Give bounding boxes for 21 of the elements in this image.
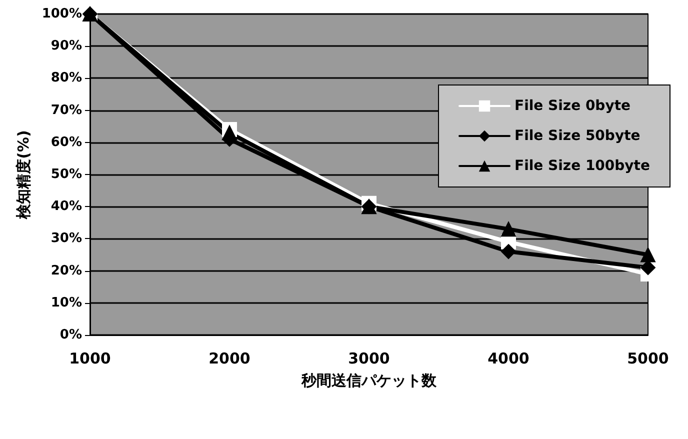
y-tick-label: 80% [50,70,82,86]
y-axis-title: 検知精度(%) [14,130,32,220]
y-tick-label: 60% [50,134,82,150]
y-tick-label: 10% [50,295,82,310]
y-tick-label: 0% [60,328,82,342]
y-tick-label: 70% [50,102,82,118]
y-tick-label: 50% [50,167,82,182]
x-tick-label: 5000 [627,350,669,368]
legend-label: File Size 100byte [514,158,650,174]
x-tick-label: 2000 [208,350,250,368]
x-tick-label: 1000 [69,350,111,368]
y-tick-label: 30% [50,231,82,246]
y-tick-label: 20% [50,263,82,278]
y-tick-label: 90% [50,38,82,54]
legend-label: File Size 50byte [514,128,640,144]
y-tick-label: 100% [42,6,82,22]
legend-label: File Size 0byte [514,98,631,114]
x-tick-label: 4000 [488,350,530,368]
x-axis-title: 秒間送信パケット数 [300,372,438,390]
y-tick-label: 40% [50,199,82,214]
x-tick-label: 3000 [348,350,390,368]
